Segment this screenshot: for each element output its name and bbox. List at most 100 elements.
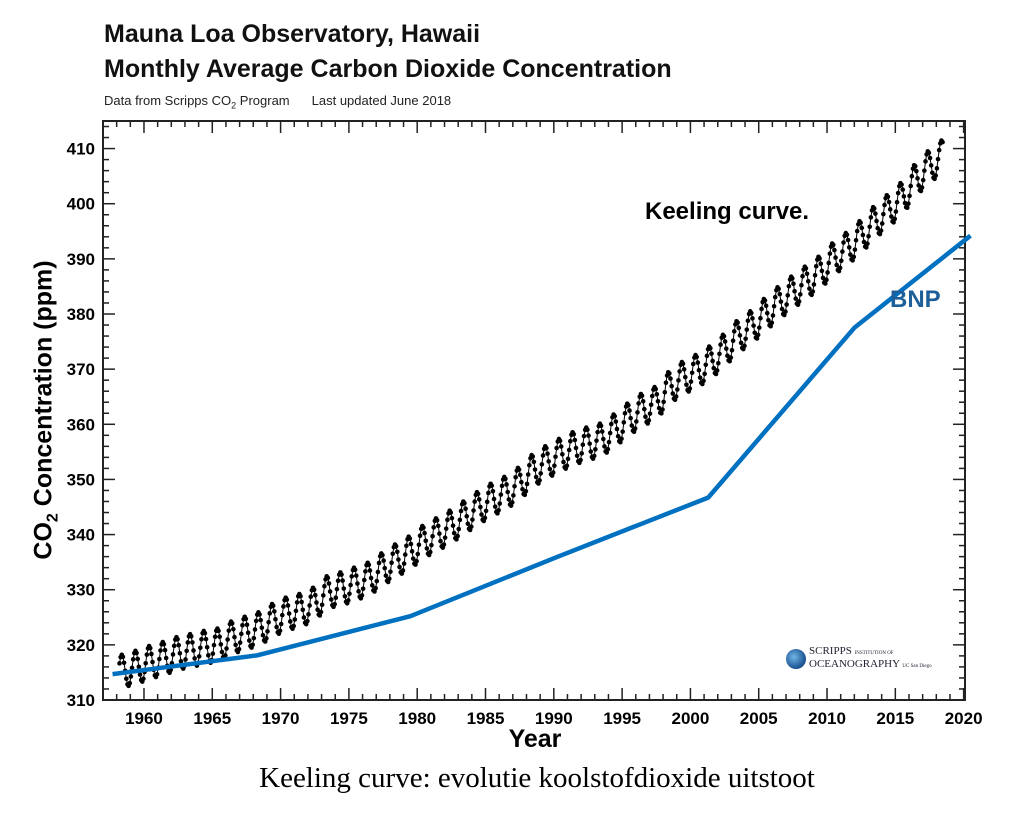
keeling-data-point	[749, 310, 754, 316]
keeling-data-point	[482, 515, 488, 521]
keeling-data-point	[824, 277, 829, 283]
keeling-data-point	[916, 183, 921, 188]
keeling-data-point	[533, 474, 539, 480]
keeling-data-point	[594, 438, 599, 443]
keeling-data-point	[349, 574, 355, 579]
y-tick-label: 320	[67, 636, 95, 655]
keeling-data-point	[778, 299, 784, 304]
keeling-data-point	[648, 402, 654, 408]
keeling-data-point	[716, 360, 721, 366]
keeling-data-point	[558, 444, 564, 449]
globe-icon	[786, 649, 806, 669]
keeling-data-point	[184, 648, 189, 654]
keeling-data-point	[668, 376, 673, 381]
keeling-data-point	[264, 636, 269, 641]
keeling-data-point	[852, 247, 858, 252]
keeling-data-point	[442, 535, 448, 540]
keeling-data-point	[450, 523, 456, 528]
keeling-data-point	[871, 206, 877, 211]
keeling-data-point	[281, 604, 286, 609]
keeling-data-point	[287, 619, 293, 624]
keeling-data-point	[360, 586, 366, 592]
keeling-data-point	[598, 423, 604, 429]
keeling-data-point	[134, 650, 139, 656]
keeling-data-point	[244, 622, 250, 628]
keeling-data-point	[561, 459, 566, 465]
keeling-data-point	[663, 380, 669, 386]
keeling-data-point	[571, 431, 577, 437]
keeling-data-point	[805, 278, 811, 284]
keeling-data-point	[308, 594, 314, 600]
keeling-data-point	[838, 258, 844, 264]
keeling-data-point	[756, 325, 762, 330]
keeling-data-point	[188, 634, 194, 639]
keeling-data-point	[717, 351, 722, 357]
keeling-data-point	[231, 626, 236, 632]
keeling-data-point	[834, 262, 840, 268]
keeling-data-point	[837, 265, 843, 271]
keeling-data-point	[620, 429, 625, 434]
keeling-data-point	[421, 525, 426, 530]
keeling-data-point	[682, 374, 688, 380]
keeling-data-point	[572, 437, 578, 443]
keeling-data-point	[322, 583, 327, 589]
keeling-data-point	[137, 672, 143, 677]
keeling-data-point	[335, 578, 341, 583]
keeling-data-point	[894, 199, 900, 205]
keeling-data-point	[504, 482, 509, 487]
keeling-data-point	[915, 176, 920, 181]
keeling-data-point	[120, 654, 126, 660]
keeling-data-point	[367, 568, 373, 573]
keeling-data-point	[260, 632, 266, 638]
keeling-data-point	[882, 202, 887, 208]
keeling-data-point	[891, 220, 896, 225]
keeling-data-point	[848, 252, 853, 257]
keeling-data-point	[718, 342, 723, 347]
keeling-data-point	[904, 205, 910, 211]
keeling-data-point	[253, 618, 259, 624]
keeling-data-point	[464, 513, 470, 519]
keeling-data-point	[754, 336, 760, 341]
keeling-data-point	[393, 543, 399, 549]
keeling-data-point	[333, 595, 339, 600]
keeling-data-point	[840, 249, 845, 254]
keeling-data-point	[725, 353, 730, 358]
keeling-data-point	[866, 233, 871, 239]
keeling-data-point	[430, 533, 435, 539]
keeling-data-point	[441, 542, 447, 547]
keeling-data-point	[383, 573, 389, 578]
y-axis-label: CO2 Concentration (ppm)	[30, 260, 63, 559]
keeling-data-point	[922, 168, 927, 173]
keeling-data-point	[400, 568, 406, 573]
keeling-data-point	[404, 543, 409, 549]
x-tick-label: 1980	[398, 709, 436, 728]
x-tick-label: 1970	[262, 709, 300, 728]
keeling-data-point	[681, 367, 687, 372]
keeling-data-point	[516, 467, 522, 472]
keeling-data-point	[619, 436, 624, 442]
keeling-data-point	[661, 399, 666, 405]
y-tick-label: 310	[67, 691, 95, 710]
subtitle-updated: Last updated June 2018	[311, 93, 452, 108]
keeling-data-point	[858, 220, 863, 225]
keeling-data-point	[490, 488, 496, 494]
chart-title-line1: Mauna Loa Observatory, Hawaii	[104, 20, 481, 48]
keeling-data-point	[659, 411, 664, 416]
keeling-data-point	[797, 292, 803, 297]
keeling-data-point	[274, 624, 279, 630]
keeling-data-point	[770, 313, 776, 318]
keeling-data-point	[387, 576, 392, 582]
keeling-data-point	[124, 676, 129, 681]
keeling-data-point	[629, 423, 635, 428]
keeling-data-point	[339, 572, 344, 577]
keeling-data-point	[636, 401, 641, 406]
keeling-data-point	[346, 598, 351, 603]
keeling-data-point	[293, 608, 299, 614]
keeling-data-point	[129, 665, 135, 671]
keeling-data-point	[769, 320, 775, 326]
keeling-data-point	[212, 634, 218, 640]
keeling-data-point	[621, 420, 627, 425]
keeling-data-point	[573, 445, 579, 451]
keeling-data-point	[435, 523, 441, 529]
chart-subtitle: Data from Scripps CO2 Program Last update…	[104, 93, 451, 111]
